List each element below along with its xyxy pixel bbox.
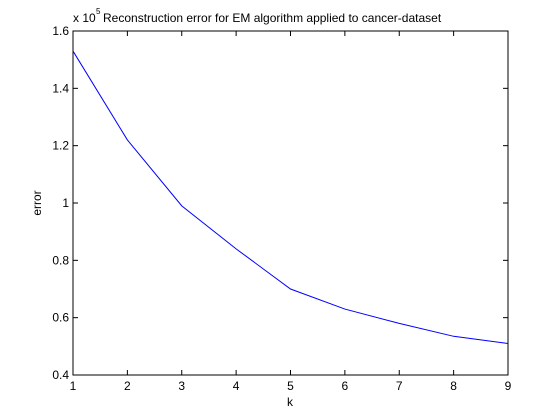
- x-tick-label: 7: [396, 379, 403, 393]
- y-ticks: 0.4 0.6 0.8 1 1.2 1.4 1.6: [52, 24, 508, 382]
- chart-title: Reconstruction error for EM algorithm ap…: [103, 11, 442, 25]
- plot-area: [72, 30, 509, 376]
- x-tick-label: 1: [70, 379, 77, 393]
- x-tick-label: 8: [450, 379, 457, 393]
- x-tick-label: 4: [233, 379, 240, 393]
- y-tick-label: 0.4: [52, 368, 69, 382]
- x-ticks: 1 2 3 4 5 6 7 8 9: [70, 31, 512, 393]
- y-tick-label: 1: [62, 196, 69, 210]
- x-axis-label: k: [287, 395, 294, 409]
- y-tick-label: 0.6: [52, 311, 69, 325]
- y-axis-label: error: [30, 190, 44, 215]
- y-tick-label: 1.6: [52, 24, 69, 38]
- exponent-prefix: x 10: [73, 11, 96, 25]
- y-tick-label: 1.4: [52, 81, 69, 95]
- y-tick-label: 0.8: [52, 253, 69, 267]
- x-tick-label: 3: [178, 379, 185, 393]
- series-line: [72, 50, 509, 344]
- exponent-power: 5: [96, 7, 101, 16]
- x-tick-label: 2: [124, 379, 131, 393]
- x-tick-label: 6: [342, 379, 349, 393]
- x-tick-label: 9: [505, 379, 512, 393]
- y-tick-label: 1.2: [52, 139, 69, 153]
- x-tick-label: 5: [287, 379, 294, 393]
